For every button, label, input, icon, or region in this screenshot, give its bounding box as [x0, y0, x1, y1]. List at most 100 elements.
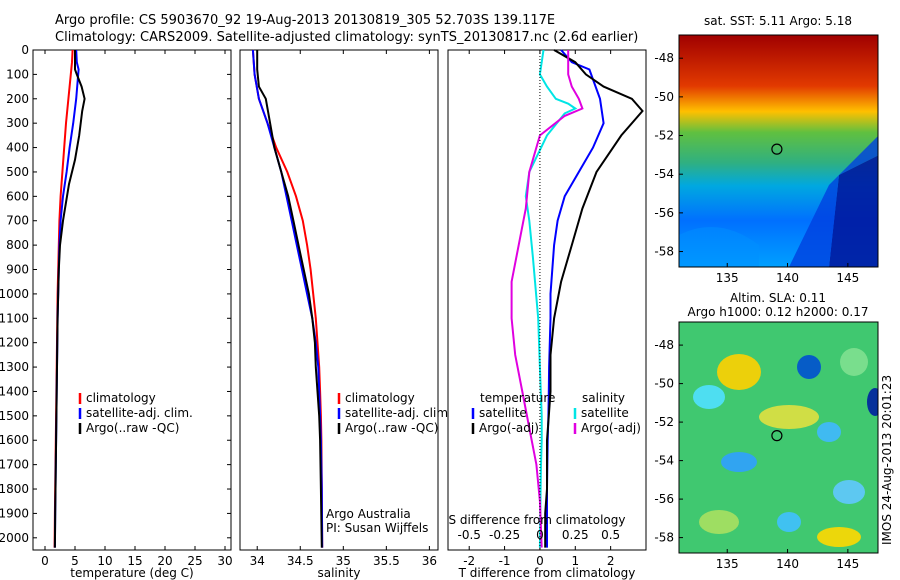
lat-tick-label: -56: [654, 206, 674, 220]
x-tick-label: 34.5: [287, 554, 314, 568]
series-line-argo-raw-qc-: [53, 50, 86, 548]
x-tick-label: 0: [536, 554, 544, 568]
legend-heading-salinity: salinity: [582, 391, 625, 405]
y-tick-label: 100: [6, 67, 29, 81]
x-tick-label: 2: [607, 554, 615, 568]
legend-label: satellite-adj. clim.: [345, 406, 452, 420]
sla-map-title: Altim. SLA: 0.11: [730, 291, 826, 305]
lon-tick-label: 135: [716, 557, 739, 571]
legend-label: climatology: [86, 391, 156, 405]
s-diff-tick-label: 0.5: [601, 528, 620, 542]
annotation-agency: Argo Australia: [326, 507, 411, 521]
y-tick-label: 700: [6, 214, 29, 228]
lat-tick-label: -58: [654, 531, 674, 545]
map-frame: [678, 321, 879, 554]
legend-label: satellite-adj. clim.: [86, 406, 193, 420]
plot-frame: [32, 49, 232, 551]
lon-tick-label: 145: [836, 271, 859, 285]
lon-tick-label: 140: [776, 557, 799, 571]
sst-map-panel: 135 140 145 -48 -50 -52 -54 -56 -58 sat. SST: 5.1…: [654, 14, 879, 285]
y-tick-label: 900: [6, 263, 29, 277]
lon-tick-label: 145: [836, 557, 859, 571]
legend-label: Argo(..raw -QC): [86, 421, 179, 435]
y-tick-label: 400: [6, 141, 29, 155]
imos-timestamp: IMOS 24-Aug-2013 20:01:23: [880, 375, 894, 545]
legend-label: Argo(-adj): [479, 421, 539, 435]
x-tick-label: 5: [71, 554, 79, 568]
s-diff-axis-label: S difference from climatology: [449, 513, 626, 527]
profile-panel-3: -2 -1 0 1 2T difference from climatology S di…: [447, 49, 647, 580]
y-tick-label: 1700: [0, 458, 29, 472]
lat-tick-label: -54: [654, 454, 674, 468]
x-tick-label: 34: [250, 554, 265, 568]
x-tick-label: -2: [463, 554, 475, 568]
y-tick-label: 1300: [0, 360, 29, 374]
s-diff-tick-label: -0.5: [458, 528, 481, 542]
profile-panel-2: 34 34.5 35 35.5 36 salinity climatologysatelli…: [239, 49, 452, 580]
y-tick-label: 800: [6, 238, 29, 252]
y-tick-label: 1000: [0, 287, 29, 301]
series-line-s-satellite: [524, 49, 578, 548]
x-tick-label: 36: [422, 554, 437, 568]
sst-field: [679, 35, 878, 267]
y-tick-label: 0: [21, 43, 29, 57]
sla-map-panel: 135 140 145 -48 -50 -52 -54 -56 -58 Altim. SLA: 0…: [654, 291, 894, 571]
sst-map-title: sat. SST: 5.11 Argo: 5.18: [704, 14, 852, 28]
lat-tick-label: -56: [654, 492, 674, 506]
lat-tick-label: -50: [654, 377, 674, 391]
x-tick-label: 15: [127, 554, 142, 568]
lat-tick-label: -48: [654, 51, 674, 65]
x-tick-label: 1: [571, 554, 579, 568]
lat-tick-label: -50: [654, 90, 674, 104]
profile-panel-1: 0 5 10 15 20 25 300100200300400500600700800900…: [0, 43, 233, 580]
x-tick-label: 10: [97, 554, 112, 568]
lat-tick-label: -52: [654, 415, 674, 429]
map-frame: [678, 34, 879, 268]
y-tick-label: 2000: [0, 531, 29, 545]
lat-tick-label: -48: [654, 338, 674, 352]
y-tick-label: 200: [6, 92, 29, 106]
y-tick-label: 1400: [0, 384, 29, 398]
y-tick-label: 500: [6, 165, 29, 179]
y-tick-label: 1800: [0, 482, 29, 496]
plot-frame: [239, 49, 439, 551]
sla-map-subtitle: Argo h1000: 0.12 h2000: 0.17: [688, 305, 869, 319]
x-tick-label: 0: [41, 554, 49, 568]
climatology-title: Climatology: CARS2009. Satellite-adjuste…: [55, 30, 639, 45]
legend-heading-temperature: temperature: [480, 391, 555, 405]
x-axis-label: temperature (deg C): [70, 566, 193, 580]
y-tick-label: 600: [6, 189, 29, 203]
lon-tick-label: 135: [716, 271, 739, 285]
x-tick-label: 25: [187, 554, 202, 568]
s-diff-tick-label: -0.25: [489, 528, 520, 542]
x-axis-label: salinity: [317, 566, 360, 580]
x-tick-label: 35.5: [373, 554, 400, 568]
y-tick-label: 1900: [0, 506, 29, 520]
profile-title: Argo profile: CS 5903670_92 19-Aug-2013 …: [55, 13, 556, 28]
lat-tick-label: -54: [654, 167, 674, 181]
y-tick-label: 1500: [0, 409, 29, 423]
legend-label: Argo(-adj): [581, 421, 641, 435]
lat-tick-label: -52: [654, 129, 674, 143]
x-tick-label: 35: [336, 554, 351, 568]
argo-position-marker: [771, 143, 783, 155]
legend-label: Argo(..raw -QC): [345, 421, 438, 435]
legend-label: satellite: [581, 406, 629, 420]
x-tick-label: 30: [217, 554, 232, 568]
y-tick-label: 300: [6, 116, 29, 130]
series-line-t-argo-adj-: [544, 49, 644, 548]
series-line-argo-raw-qc-: [256, 50, 323, 548]
legend-label: climatology: [345, 391, 415, 405]
argo-position-marker: [771, 430, 783, 442]
y-tick-label: 1600: [0, 433, 29, 447]
y-tick-label: 1200: [0, 336, 29, 350]
y-tick-label: 1100: [0, 311, 29, 325]
lat-tick-label: -58: [654, 245, 674, 259]
x-axis-label: T difference from climatology: [458, 566, 636, 580]
x-tick-label: 20: [157, 554, 172, 568]
s-diff-tick-label: 0: [536, 528, 544, 542]
legend-label: satellite: [479, 406, 527, 420]
sla-field: [679, 322, 878, 553]
x-tick-label: -1: [499, 554, 511, 568]
